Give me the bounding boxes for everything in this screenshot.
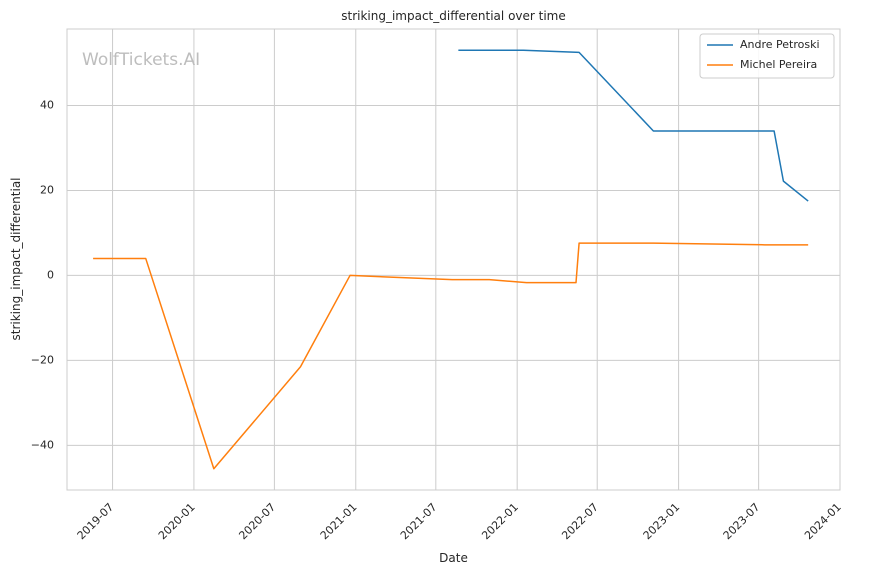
legend-label: Andre Petroski: [740, 38, 820, 51]
y-tick-label: 0: [47, 268, 54, 281]
y-tick-label: 20: [40, 183, 54, 196]
y-axis-label: striking_impact_differential: [9, 177, 23, 340]
y-gridlines: [67, 104, 840, 446]
y-tick-label: 40: [40, 98, 54, 111]
y-tick-label: −40: [31, 438, 54, 451]
series-lines: [93, 49, 809, 470]
legend-box: [699, 33, 835, 79]
plot-frame: [66, 28, 841, 491]
chart-title: striking_impact_differential over time: [341, 9, 566, 23]
y-tick-label: −20: [31, 353, 54, 366]
watermark: WolfTickets.AI: [82, 50, 200, 70]
legend: Andre Petroski Michel Pereira: [699, 33, 835, 79]
series-line-michel-pereira: [93, 242, 809, 470]
legend-label: Michel Pereira: [740, 58, 817, 71]
x-axis-label: Date: [439, 551, 468, 565]
y-axis-ticks: −40 −20 0 20 40: [31, 98, 54, 451]
series-line-andre-petroski: [458, 49, 809, 202]
